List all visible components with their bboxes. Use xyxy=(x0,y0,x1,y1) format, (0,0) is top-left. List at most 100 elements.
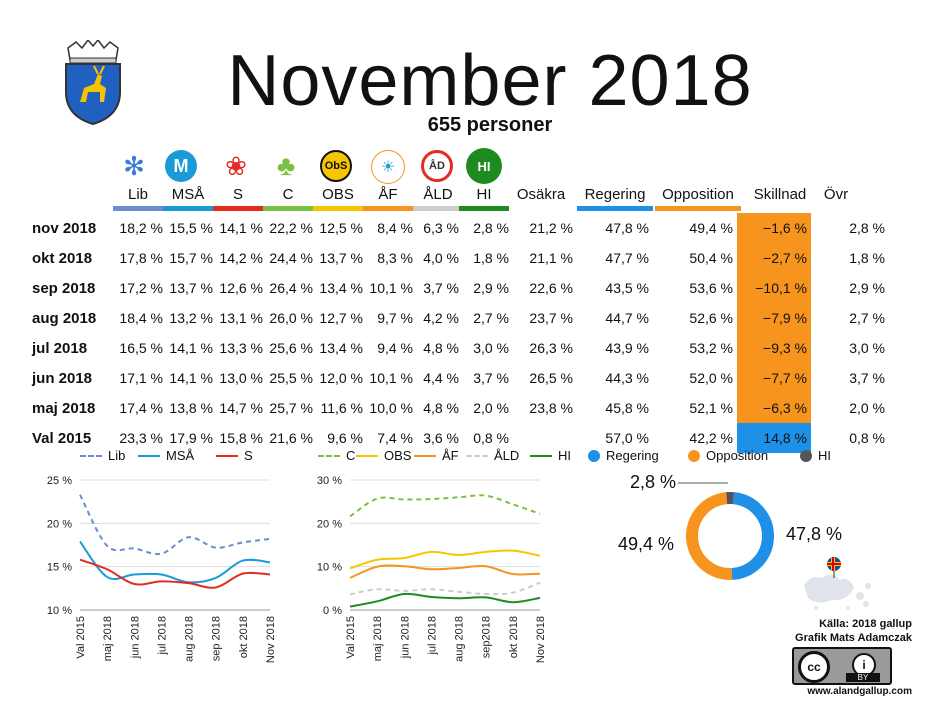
table-cell: 1,8 % xyxy=(849,250,885,266)
table-cell: −1,6 % xyxy=(737,213,811,243)
header-c: C xyxy=(282,186,294,203)
table-row: jul 2018 16,5 % 14,1 % 13,3 % 25,6 % 13,4 % 9,… xyxy=(32,333,885,363)
table-cell: 26,0 % xyxy=(269,310,313,326)
series-line-s xyxy=(79,558,271,589)
color-bar-msa xyxy=(163,206,213,211)
table-cell: 6,3 % xyxy=(423,220,459,236)
author-credit: Grafik Mats Adamczak xyxy=(795,632,912,644)
table-cell: 12,5 % xyxy=(319,220,363,236)
legend-hi-donut: HI xyxy=(800,448,831,463)
table-cell: 3,7 % xyxy=(423,280,459,296)
table-row: maj 2018 17,4 % 13,8 % 14,7 % 25,7 % 11,6 % 10… xyxy=(32,393,885,423)
snowflake-icon: ✻ xyxy=(123,150,145,181)
row-label: jul 2018 xyxy=(32,339,88,357)
website-link[interactable]: www.alandgallup.com xyxy=(807,686,912,697)
x-tick-label: maj 2018 xyxy=(372,616,384,661)
table-cell: 52,6 % xyxy=(689,310,733,326)
row-label: nov 2018 xyxy=(32,219,97,237)
header-s: S xyxy=(232,186,243,203)
table-cell: 3,0 % xyxy=(849,340,885,356)
table-cell: −9,3 % xyxy=(737,333,811,363)
table-cell: −6,3 % xyxy=(737,393,811,423)
table-cell: 13,7 % xyxy=(319,250,363,266)
table-cell: 21,1 % xyxy=(529,250,573,266)
x-tick-label: Nov 2018 xyxy=(265,616,277,663)
series-line-åld xyxy=(349,581,541,596)
table-cell: 3,7 % xyxy=(849,370,885,386)
color-bar-c xyxy=(263,206,313,211)
x-tick-label: okt 2018 xyxy=(238,616,250,658)
rose-icon: ❀ xyxy=(225,150,247,181)
x-tick-label: jul 2018 xyxy=(426,616,438,656)
legend-ald: ÅLD xyxy=(466,448,519,463)
x-tick-label: jun 2018 xyxy=(399,616,411,659)
table-cell: 2,8 % xyxy=(849,220,885,236)
table-cell: 12,7 % xyxy=(319,310,363,326)
table-cell: 1,8 % xyxy=(473,250,509,266)
table-row: aug 2018 18,4 % 13,2 % 13,1 % 26,0 % 12,7 % 9,… xyxy=(32,303,885,333)
table-cell: 18,4 % xyxy=(119,310,163,326)
header-ald: ÅLD xyxy=(423,186,453,203)
table-cell: −7,7 % xyxy=(737,363,811,393)
poll-table: nov 2018 18,2 % 15,5 % 14,1 % 22,2 % 12,5 % 8,… xyxy=(32,213,885,453)
table-cell: 0,8 % xyxy=(473,430,509,446)
table-cell: 26,5 % xyxy=(529,370,573,386)
table-cell: 21,6 % xyxy=(269,430,313,446)
table-cell: 4,8 % xyxy=(423,400,459,416)
table-cell: 3,6 % xyxy=(423,430,459,446)
table-cell: 44,7 % xyxy=(605,310,649,326)
table-cell: 8,3 % xyxy=(377,250,413,266)
line-chart-c-obs-af-ald-hi: 0 % 10 % 20 % 30 % Val 2015 maj 2018 jun 2018 j… xyxy=(317,475,547,663)
table-cell: 16,5 % xyxy=(119,340,163,356)
table-cell: 13,3 % xyxy=(219,340,263,356)
y-tick-label: 20 % xyxy=(47,518,72,530)
y-tick-label: 10 % xyxy=(317,562,342,574)
series-line-lib xyxy=(79,494,271,556)
table-cell: 4,4 % xyxy=(423,370,459,386)
table-cell: 11,6 % xyxy=(320,400,363,416)
x-tick-label: maj 2018 xyxy=(102,616,114,661)
legend-s: S xyxy=(216,448,253,463)
legend-obs: OBS xyxy=(356,448,411,463)
table-cell: 10,0 % xyxy=(369,400,413,416)
table-cell: 14,7 % xyxy=(219,400,263,416)
donut-value-label: 2,8 % xyxy=(630,472,676,492)
table-cell: 9,7 % xyxy=(377,310,413,326)
table-cell: 26,3 % xyxy=(529,340,573,356)
table-cell: 12,0 % xyxy=(319,370,363,386)
table-cell: 17,2 % xyxy=(119,280,163,296)
color-bar-af xyxy=(363,206,413,211)
table-cell: 47,7 % xyxy=(605,250,649,266)
row-label: jun 2018 xyxy=(32,369,93,387)
obs-logo-icon: ObS xyxy=(320,150,352,182)
y-tick-label: 0 % xyxy=(323,605,342,617)
color-bar-obs xyxy=(313,206,363,211)
color-bar-opposition xyxy=(655,206,741,211)
table-cell: 24,4 % xyxy=(269,250,313,266)
series-line-c xyxy=(349,494,541,518)
line-chart-lib-msa-s: 10 % 15 % 20 % 25 % Val 2015 maj 2018 jun 2018… xyxy=(47,475,277,663)
row-label: okt 2018 xyxy=(32,249,93,267)
header-skillnad: Skillnad xyxy=(753,186,807,203)
y-tick-label: 10 % xyxy=(47,605,72,617)
table-cell: 14,1 % xyxy=(169,340,213,356)
legend-c: C xyxy=(318,448,355,463)
m-logo-icon: M xyxy=(165,150,197,182)
table-cell: 52,1 % xyxy=(689,400,733,416)
header-regering: Regering xyxy=(584,186,646,203)
table-cell: 44,3 % xyxy=(605,370,649,386)
table-cell: 13,4 % xyxy=(319,340,363,356)
series-line-mså xyxy=(79,540,271,584)
cc-license-badge: cc i BY xyxy=(792,647,892,685)
row-label: sep 2018 xyxy=(32,279,96,297)
table-row: sep 2018 17,2 % 13,7 % 12,6 % 26,4 % 13,4 % 10… xyxy=(32,273,885,303)
table-cell: 4,2 % xyxy=(423,310,459,326)
table-cell: 2,9 % xyxy=(849,280,885,296)
donut-value-label: 49,4 % xyxy=(618,534,674,554)
aland-flag-icon xyxy=(827,557,841,578)
series-line-obs xyxy=(349,549,541,570)
hi-logo-icon: HI xyxy=(466,148,502,184)
donut-slice-regering xyxy=(731,492,774,580)
table-cell: 4,8 % xyxy=(423,340,459,356)
header-hi: HI xyxy=(476,186,492,203)
